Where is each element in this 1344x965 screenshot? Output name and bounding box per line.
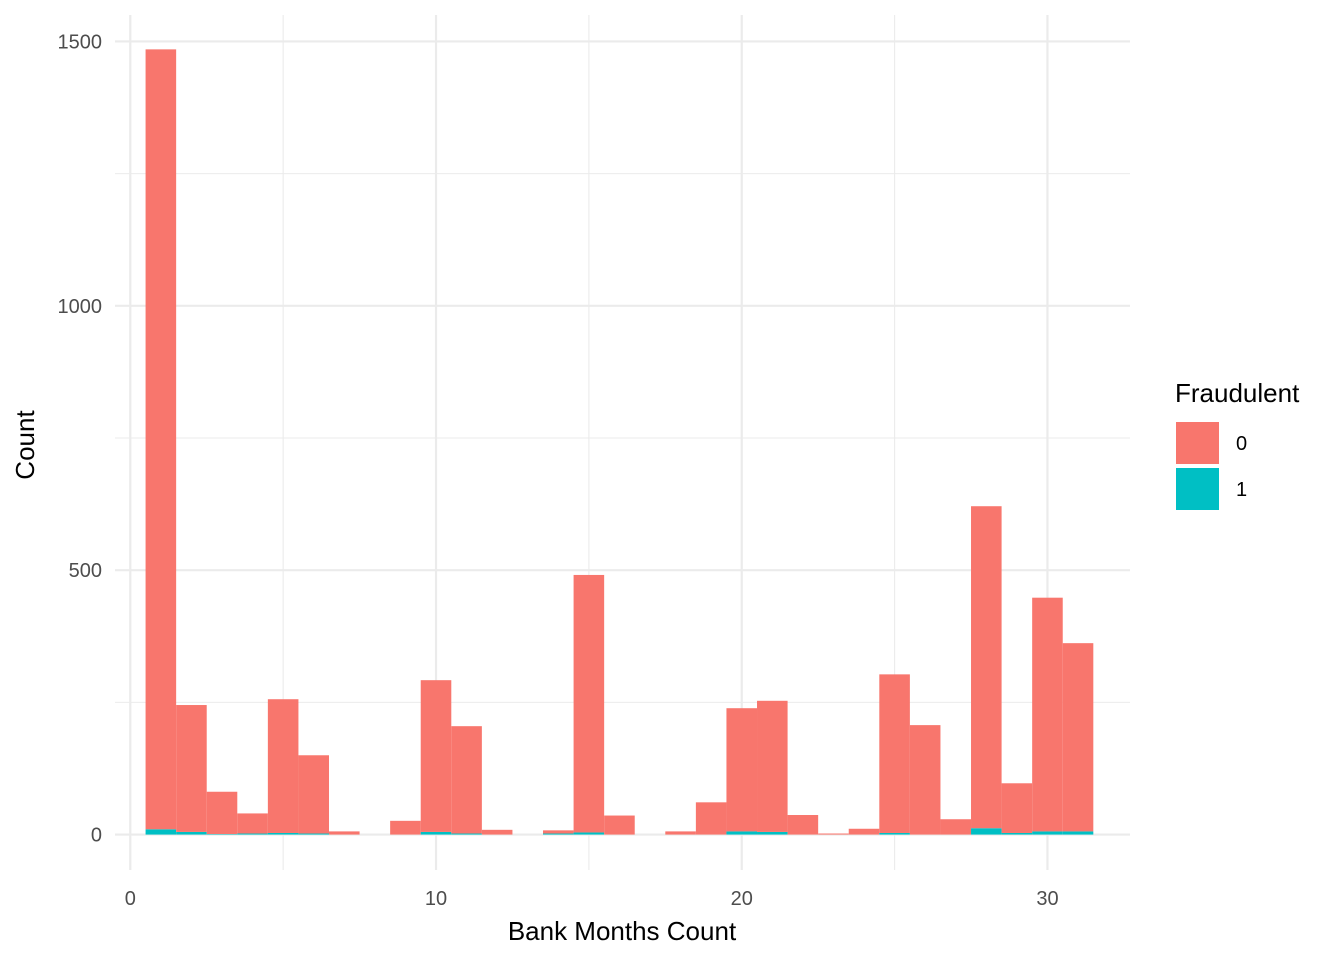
bar-series-0	[695, 802, 727, 835]
x-tick-label: 10	[425, 888, 447, 910]
bar-series-0	[787, 815, 819, 835]
bar-series-0	[420, 680, 452, 832]
bar-series-0	[1032, 597, 1063, 832]
bar-series-0	[329, 831, 360, 835]
bar-series-1	[451, 833, 482, 835]
legend-title: Fraudulent	[1175, 378, 1300, 408]
bar-series-1	[298, 833, 330, 835]
bar-series-0	[604, 815, 635, 835]
bar-series-0	[481, 829, 513, 835]
bar-series-1	[145, 829, 177, 835]
bar-series-1	[879, 832, 910, 835]
bar-series-1	[726, 831, 758, 835]
bar-series-1	[176, 831, 207, 835]
bar-series-0	[267, 699, 299, 833]
y-axis-title: Count	[10, 410, 40, 480]
x-tick-label: 0	[125, 888, 136, 910]
legend-label-0: 0	[1236, 433, 1247, 455]
x-tick-label: 30	[1036, 888, 1058, 910]
y-tick-label: 0	[91, 825, 102, 847]
y-tick-label: 1000	[58, 296, 103, 318]
bar-series-0	[971, 506, 1002, 829]
y-tick-label: 500	[69, 560, 102, 582]
bar-series-0	[573, 574, 605, 833]
bar-series-1	[1001, 832, 1033, 835]
x-tick-label: 20	[731, 888, 753, 910]
bar-series-1	[971, 828, 1002, 835]
legend-swatch-0	[1176, 422, 1219, 464]
bar-series-0	[206, 791, 238, 835]
bar-series-1	[1062, 831, 1094, 835]
y-tick-label: 1500	[58, 31, 103, 53]
bar-series-0	[543, 830, 574, 834]
bar-series-1	[543, 833, 574, 835]
bars	[145, 49, 1094, 835]
bar-series-0	[848, 828, 880, 835]
tick-labels: 0 10 20 30 0 500 1000 1500	[58, 31, 1059, 910]
bar-series-0	[176, 705, 207, 832]
bar-series-1	[206, 834, 238, 835]
bar-series-1	[1032, 831, 1063, 835]
bar-series-0	[909, 725, 941, 835]
bar-series-0	[757, 700, 788, 832]
bar-series-1	[237, 833, 268, 835]
bar-series-0	[879, 674, 910, 833]
bar-series-1	[267, 832, 299, 835]
legend-entries: 01	[1176, 422, 1247, 510]
bar-series-1	[757, 831, 788, 835]
legend: Fraudulent 01	[1175, 378, 1300, 510]
bar-series-0	[940, 819, 972, 835]
bar-series-0	[665, 831, 696, 835]
bar-series-0	[818, 833, 849, 835]
bar-series-0	[1001, 783, 1033, 833]
bar-series-0	[451, 726, 482, 834]
bar-series-0	[237, 813, 268, 834]
bar-series-0	[298, 755, 330, 834]
bar-series-1	[573, 832, 605, 835]
bar-series-0	[1062, 643, 1094, 832]
x-axis-title: Bank Months Count	[508, 916, 737, 946]
legend-label-1: 1	[1236, 479, 1247, 501]
bar-series-0	[390, 820, 421, 835]
bar-series-0	[145, 49, 177, 830]
legend-swatch-1	[1176, 468, 1219, 510]
bar-series-1	[420, 831, 452, 835]
bar-series-0	[726, 708, 758, 832]
